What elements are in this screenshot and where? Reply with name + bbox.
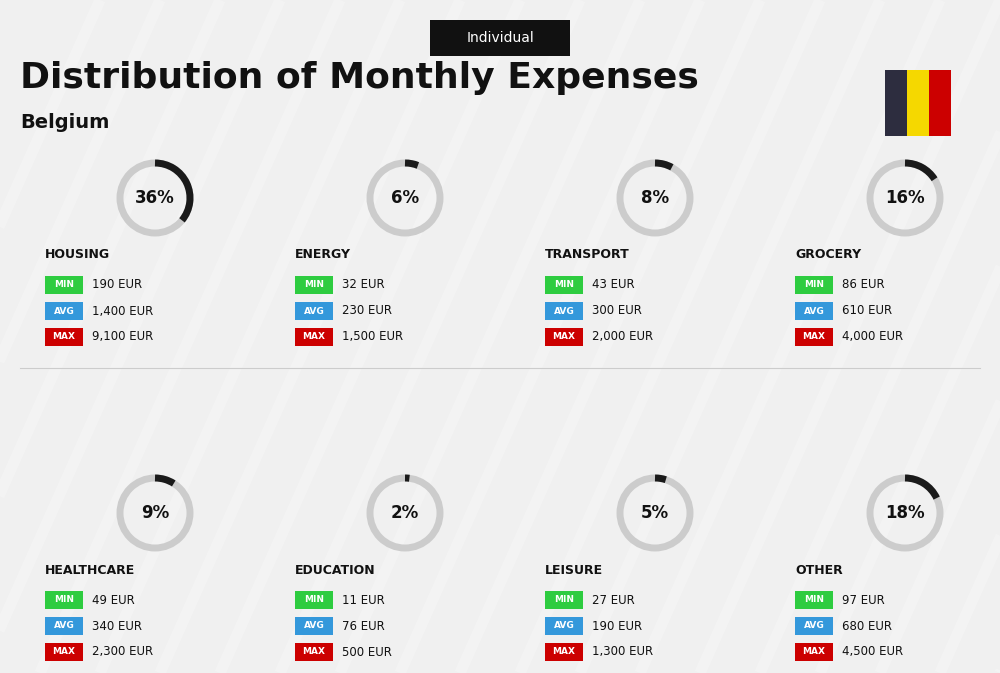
Text: 49 EUR: 49 EUR: [92, 594, 135, 606]
Text: MAX: MAX: [552, 647, 576, 656]
Text: 18%: 18%: [885, 504, 925, 522]
Text: 8%: 8%: [641, 189, 669, 207]
Text: 230 EUR: 230 EUR: [342, 304, 392, 318]
Text: MIN: MIN: [804, 596, 824, 604]
Text: 680 EUR: 680 EUR: [842, 620, 892, 633]
Text: 9,100 EUR: 9,100 EUR: [92, 330, 153, 343]
Bar: [795, 302, 833, 320]
Text: 300 EUR: 300 EUR: [592, 304, 642, 318]
Bar: [295, 302, 333, 320]
Text: 16%: 16%: [885, 189, 925, 207]
Bar: [795, 276, 833, 294]
Text: 1,400 EUR: 1,400 EUR: [92, 304, 153, 318]
Bar: [545, 276, 583, 294]
Bar: [45, 643, 83, 661]
Bar: [545, 617, 583, 635]
Bar: [295, 276, 333, 294]
Text: 190 EUR: 190 EUR: [92, 279, 142, 291]
Text: HOUSING: HOUSING: [45, 248, 110, 262]
Text: 11 EUR: 11 EUR: [342, 594, 385, 606]
Text: Belgium: Belgium: [20, 114, 109, 133]
Text: AVG: AVG: [804, 621, 824, 631]
Text: HEALTHCARE: HEALTHCARE: [45, 563, 135, 577]
Text: AVG: AVG: [54, 621, 74, 631]
Text: 2,300 EUR: 2,300 EUR: [92, 645, 153, 658]
Text: 36%: 36%: [135, 189, 175, 207]
Bar: [545, 591, 583, 609]
Text: MIN: MIN: [554, 596, 574, 604]
Bar: [45, 591, 83, 609]
Bar: [45, 617, 83, 635]
Bar: [545, 643, 583, 661]
Bar: [795, 643, 833, 661]
Bar: [295, 328, 333, 346]
Bar: [45, 302, 83, 320]
Text: 9%: 9%: [141, 504, 169, 522]
Text: AVG: AVG: [304, 621, 324, 631]
Text: MIN: MIN: [54, 596, 74, 604]
Text: 43 EUR: 43 EUR: [592, 279, 635, 291]
Text: OTHER: OTHER: [795, 563, 843, 577]
Text: MIN: MIN: [54, 281, 74, 289]
Bar: [929, 71, 951, 135]
Text: MAX: MAX: [52, 647, 76, 656]
Text: 190 EUR: 190 EUR: [592, 620, 642, 633]
Bar: [907, 71, 929, 135]
Text: AVG: AVG: [554, 306, 574, 316]
Text: 6%: 6%: [391, 189, 419, 207]
Text: 86 EUR: 86 EUR: [842, 279, 885, 291]
Text: 2%: 2%: [391, 504, 419, 522]
Text: MAX: MAX: [802, 647, 826, 656]
Text: AVG: AVG: [304, 306, 324, 316]
Text: MAX: MAX: [302, 332, 326, 341]
Text: TRANSPORT: TRANSPORT: [545, 248, 630, 262]
Text: 610 EUR: 610 EUR: [842, 304, 892, 318]
Text: ENERGY: ENERGY: [295, 248, 351, 262]
Text: Individual: Individual: [466, 31, 534, 45]
Text: MIN: MIN: [304, 281, 324, 289]
Bar: [295, 617, 333, 635]
Text: MAX: MAX: [552, 332, 576, 341]
Bar: [795, 328, 833, 346]
Text: MAX: MAX: [52, 332, 76, 341]
Bar: [885, 71, 907, 135]
Bar: [45, 328, 83, 346]
Text: GROCERY: GROCERY: [795, 248, 861, 262]
Text: MIN: MIN: [804, 281, 824, 289]
Text: LEISURE: LEISURE: [545, 563, 603, 577]
Text: 4,500 EUR: 4,500 EUR: [842, 645, 903, 658]
Bar: [295, 643, 333, 661]
Bar: [795, 591, 833, 609]
Text: 1,500 EUR: 1,500 EUR: [342, 330, 403, 343]
Bar: [295, 591, 333, 609]
Text: MAX: MAX: [302, 647, 326, 656]
Text: 2,000 EUR: 2,000 EUR: [592, 330, 653, 343]
Text: MIN: MIN: [554, 281, 574, 289]
Text: MIN: MIN: [304, 596, 324, 604]
Bar: [430, 20, 570, 56]
Text: AVG: AVG: [804, 306, 824, 316]
Text: 27 EUR: 27 EUR: [592, 594, 635, 606]
Text: Distribution of Monthly Expenses: Distribution of Monthly Expenses: [20, 61, 699, 95]
Text: 5%: 5%: [641, 504, 669, 522]
Text: 340 EUR: 340 EUR: [92, 620, 142, 633]
Text: AVG: AVG: [554, 621, 574, 631]
Text: 97 EUR: 97 EUR: [842, 594, 885, 606]
Text: 500 EUR: 500 EUR: [342, 645, 392, 658]
Text: AVG: AVG: [54, 306, 74, 316]
Bar: [795, 617, 833, 635]
Text: 32 EUR: 32 EUR: [342, 279, 385, 291]
Bar: [45, 276, 83, 294]
Text: 76 EUR: 76 EUR: [342, 620, 385, 633]
Text: MAX: MAX: [802, 332, 826, 341]
Text: EDUCATION: EDUCATION: [295, 563, 376, 577]
Bar: [545, 302, 583, 320]
Text: 4,000 EUR: 4,000 EUR: [842, 330, 903, 343]
Bar: [545, 328, 583, 346]
Text: 1,300 EUR: 1,300 EUR: [592, 645, 653, 658]
